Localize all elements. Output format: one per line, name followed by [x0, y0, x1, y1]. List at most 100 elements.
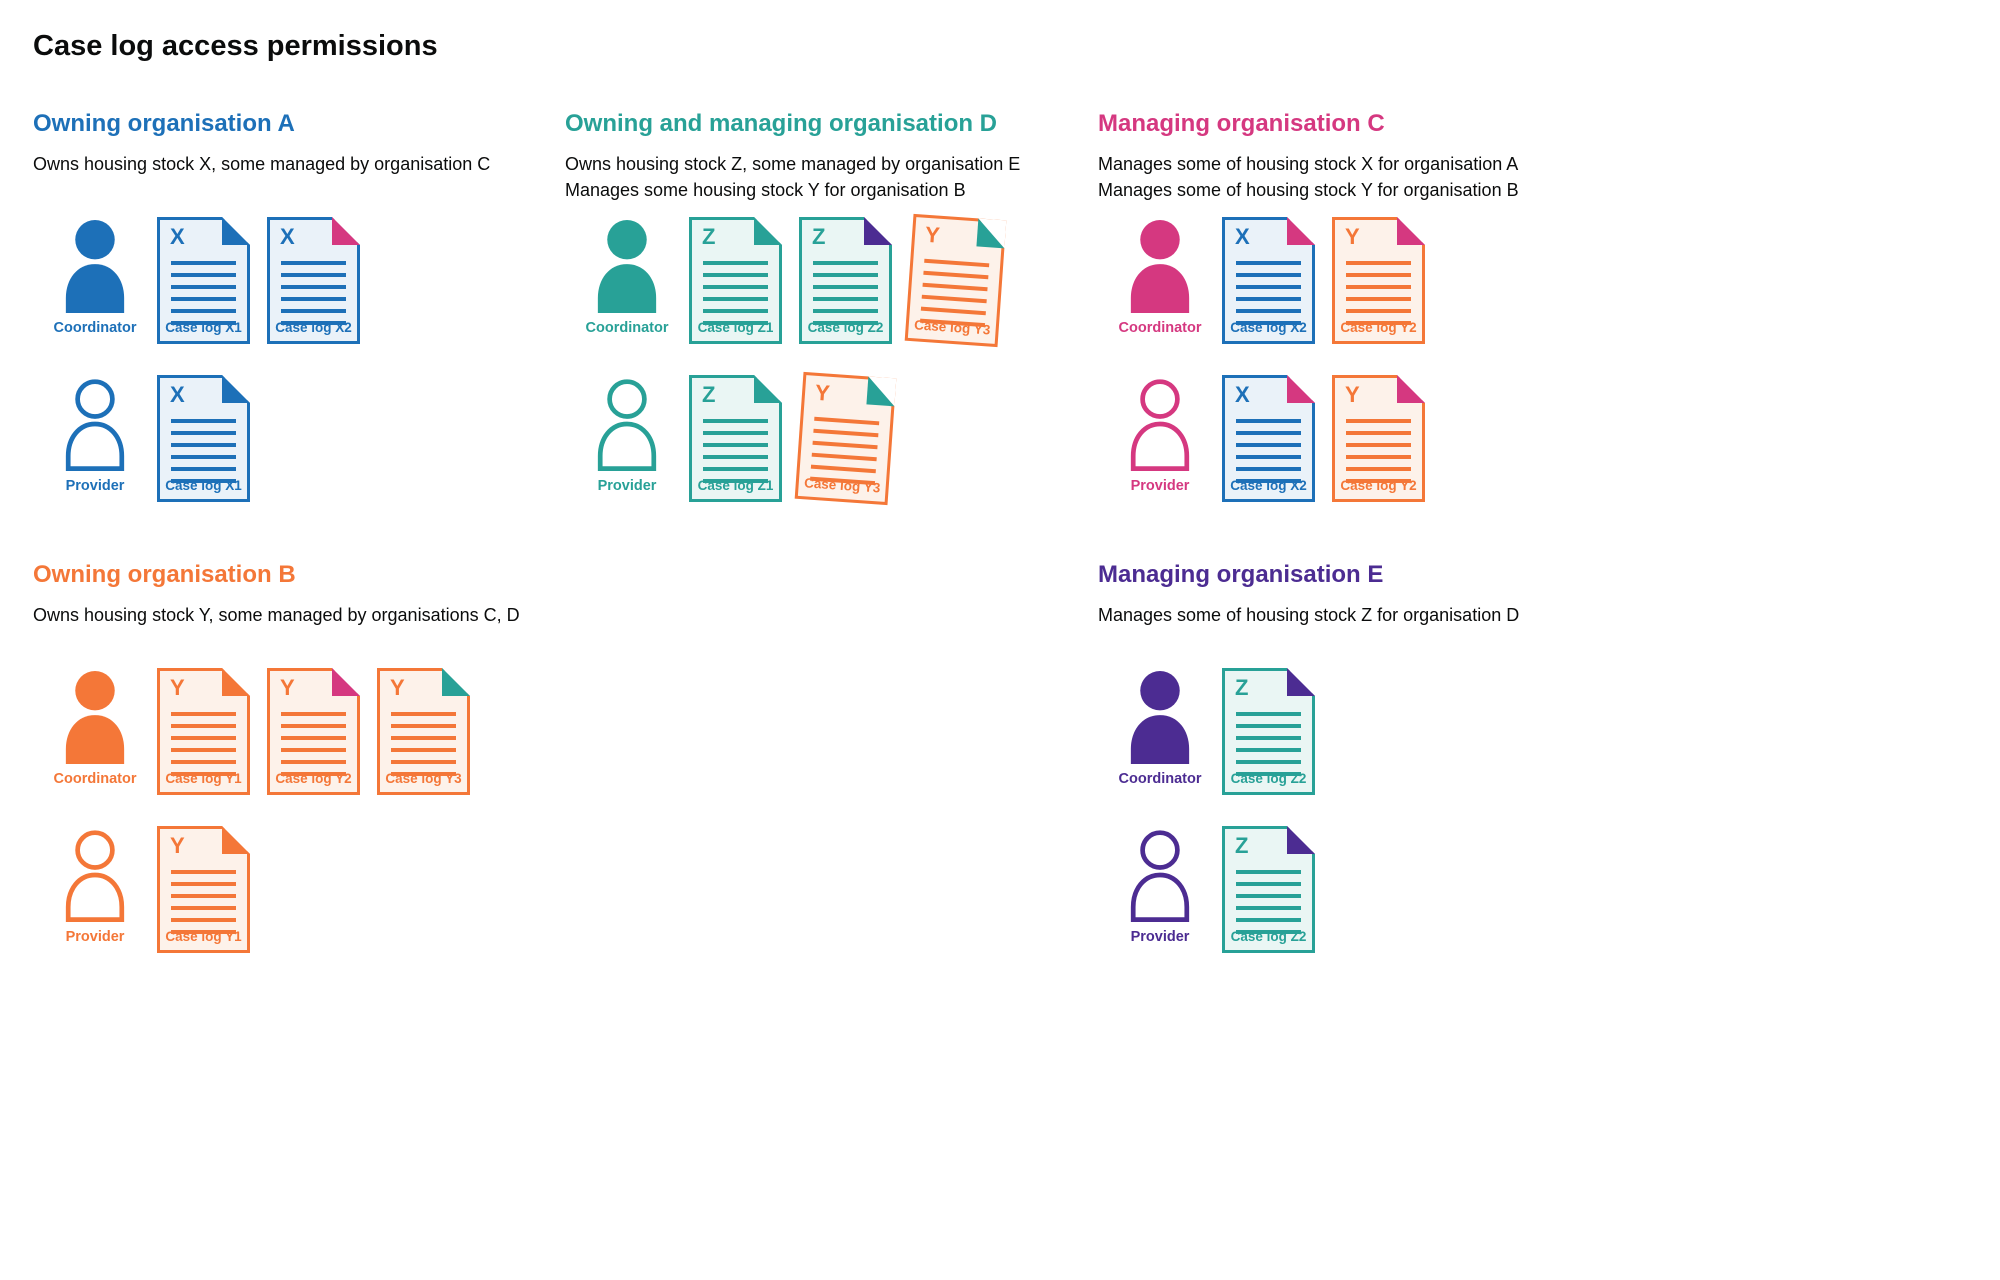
doc-list: Z Case log Z1 Y Case log Y3 — [689, 371, 897, 506]
stock-letter: Y — [1345, 382, 1360, 407]
case-log-label: Case log Z2 — [1230, 771, 1307, 786]
org-description-line: Manages some of housing stock X for orga… — [1098, 154, 1519, 174]
role-label: Provider — [1130, 478, 1190, 494]
person-filled-icon — [1126, 219, 1194, 313]
case-log-label: Case log X1 — [165, 478, 242, 493]
document-lines — [171, 419, 236, 483]
provider-row: Provider Z Case log Z2 — [1098, 826, 1967, 953]
doc-list: Y Case log Y1 Y Case log Y2 Y C — [157, 668, 470, 795]
stock-letter: Y — [170, 833, 185, 858]
person-filled-icon — [1126, 670, 1194, 764]
provider: Provider — [565, 375, 689, 494]
org-e-title: Managing organisation E — [1098, 561, 1384, 588]
provider-row: Provider X Case log X2 Y Case log Y2 — [1098, 375, 1967, 502]
stock-letter: Y — [280, 675, 295, 700]
person-outline-icon — [1126, 377, 1194, 471]
document-lines — [1346, 419, 1411, 483]
stock-letter: Y — [814, 379, 831, 406]
role-label: Coordinator — [1118, 320, 1202, 336]
doc-list: X Case log X1 — [157, 375, 250, 502]
provider: Provider — [1098, 375, 1222, 494]
folded-corner-icon — [864, 217, 892, 245]
org-e-description: Manages some of housing stock Z for orga… — [1098, 602, 1967, 668]
role-label: Coordinator — [53, 320, 137, 336]
doc-list: X Case log X2 Y Case log Y2 — [1222, 217, 1425, 344]
folded-corner-icon — [442, 668, 470, 696]
provider: Provider — [1098, 826, 1222, 945]
case-log-label: Case log X1 — [165, 320, 242, 335]
folded-corner-icon — [976, 218, 1006, 248]
document-lines — [813, 261, 878, 325]
person-outline-icon — [1126, 828, 1194, 922]
coordinator-row: Coordinator Z Case log Z2 — [1098, 668, 1967, 795]
document-lines — [1236, 261, 1301, 325]
coordinator: Coordinator — [565, 217, 689, 336]
org-description-line: Manages some housing stock Y for organis… — [565, 180, 966, 200]
person-outline-icon — [61, 377, 129, 471]
case-log-permissions-diagram: Case log access permissions Owning organ… — [0, 0, 2000, 983]
document-lines — [281, 261, 346, 325]
coordinator: Coordinator — [1098, 217, 1222, 336]
folded-corner-icon — [222, 668, 250, 696]
org-c-description: Manages some of housing stock X for orga… — [1098, 151, 1967, 217]
case-log-doc: Y Case log Y2 — [1332, 217, 1425, 344]
document-lines — [1236, 870, 1301, 934]
person-filled-icon — [593, 219, 661, 313]
stock-letter: X — [1235, 224, 1250, 249]
coordinator-row: Coordinator X Case log X1 X Case log X2 — [33, 217, 565, 344]
org-d-description: Owns housing stock Z, some managed by or… — [565, 151, 1098, 217]
coordinator-row: Coordinator X Case log X2 Y Case log Y2 — [1098, 217, 1967, 344]
case-log-label: Case log Z2 — [1230, 929, 1307, 944]
folded-corner-icon — [1397, 217, 1425, 245]
provider: Provider — [33, 826, 157, 945]
case-log-label: Case log X2 — [1230, 320, 1307, 335]
stock-letter: Z — [1235, 675, 1249, 700]
document-lines — [391, 712, 456, 776]
org-description-line: Manages some of housing stock Z for orga… — [1098, 605, 1520, 625]
case-log-label: Case log Y2 — [1340, 478, 1417, 493]
case-log-doc: Y Case log Y1 — [157, 668, 250, 795]
case-log-doc: X Case log X2 — [1222, 375, 1315, 502]
case-log-label: Case log Y3 — [385, 771, 462, 786]
folded-corner-icon — [754, 217, 782, 245]
case-log-label: Case log Y2 — [1340, 320, 1417, 335]
case-log-doc: Y Case log Y2 — [267, 668, 360, 795]
case-log-doc: Z Case log Z2 — [1222, 826, 1315, 953]
org-a-title: Owning organisation A — [33, 110, 295, 137]
doc-list: X Case log X1 X Case log X2 — [157, 217, 360, 344]
folded-corner-icon — [1287, 375, 1315, 403]
org-section-c: Managing organisation C Manages some of … — [1098, 109, 1967, 502]
provider-row: Provider Y Case log Y1 — [33, 826, 565, 953]
case-log-doc: Y Case log Y3 — [377, 668, 470, 795]
case-log-doc: X Case log X2 — [1222, 217, 1315, 344]
case-log-doc: X Case log X1 — [157, 217, 250, 344]
folded-corner-icon — [222, 217, 250, 245]
folded-corner-icon — [866, 376, 896, 406]
stock-letter: Z — [1235, 833, 1249, 858]
coordinator: Coordinator — [33, 668, 157, 787]
person-outline-icon — [593, 377, 661, 471]
folded-corner-icon — [1397, 375, 1425, 403]
case-log-doc: Y Case log Y3 — [794, 371, 897, 506]
org-description-line: Owns housing stock Z, some managed by or… — [565, 154, 1021, 174]
case-log-doc: Z Case log Z1 — [689, 217, 782, 344]
stock-letter: Y — [390, 675, 405, 700]
org-b-title: Owning organisation B — [33, 561, 296, 588]
role-label: Coordinator — [585, 320, 669, 336]
folded-corner-icon — [332, 217, 360, 245]
provider: Provider — [33, 375, 157, 494]
stock-letter: X — [170, 382, 185, 407]
org-description-line: Owns housing stock Y, some managed by or… — [33, 605, 520, 625]
case-log-doc: Y Case log Y2 — [1332, 375, 1425, 502]
org-section-a: Owning organisation A Owns housing stock… — [33, 109, 565, 502]
case-log-label: Case log Y1 — [165, 771, 242, 786]
stock-letter: Z — [702, 224, 716, 249]
folded-corner-icon — [1287, 826, 1315, 854]
doc-list: Z Case log Z1 Z Case log Z2 Y C — [689, 213, 1007, 348]
document-lines — [1236, 712, 1301, 776]
case-log-label: Case log X2 — [275, 320, 352, 335]
stock-letter: Y — [924, 221, 941, 248]
case-log-doc: Z Case log Z2 — [1222, 668, 1315, 795]
coordinator: Coordinator — [1098, 668, 1222, 787]
document-lines — [1236, 419, 1301, 483]
